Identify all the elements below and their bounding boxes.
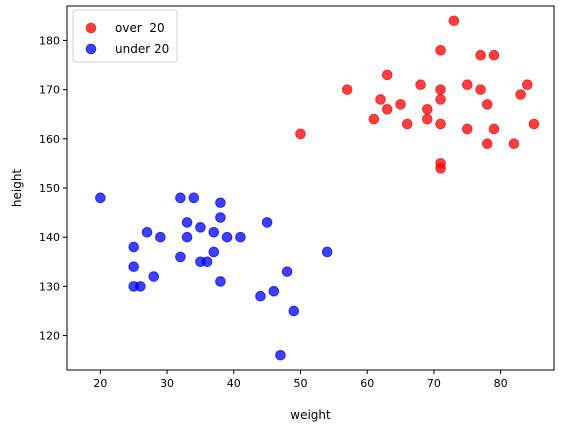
x-tick-label: 30 xyxy=(160,377,174,390)
data-point-under-20 xyxy=(95,192,106,204)
data-point-over-20 xyxy=(508,138,520,150)
data-point-over-20 xyxy=(435,44,446,56)
data-point-under-20 xyxy=(281,266,293,277)
y-tick-label: 170 xyxy=(39,84,60,97)
x-tick-label: 80 xyxy=(494,377,508,390)
data-point-over-20 xyxy=(435,94,446,105)
data-point-under-20 xyxy=(275,349,286,361)
y-tick-label: 180 xyxy=(39,34,60,47)
data-point-over-20 xyxy=(475,49,486,61)
x-tick-label: 50 xyxy=(293,377,307,390)
data-point-over-20 xyxy=(435,163,446,174)
data-point-over-20 xyxy=(448,15,460,27)
data-point-under-20 xyxy=(215,212,226,223)
data-point-over-20 xyxy=(341,84,353,95)
data-point-over-20 xyxy=(515,89,526,100)
data-point-under-20 xyxy=(188,192,200,204)
data-point-under-20 xyxy=(175,251,186,263)
legend-frame xyxy=(72,9,178,63)
data-point-under-20 xyxy=(141,226,153,238)
legend: over 20 under 20 xyxy=(72,9,178,63)
data-point-under-20 xyxy=(181,217,193,228)
data-point-under-20 xyxy=(155,231,166,243)
data-point-under-20 xyxy=(135,281,146,292)
y-axis-label: height xyxy=(10,169,24,208)
data-point-under-20 xyxy=(175,192,186,204)
data-point-over-20 xyxy=(368,113,380,125)
data-point-under-20 xyxy=(148,271,160,282)
legend-label-under-20: under 20 xyxy=(115,42,169,56)
data-point-under-20 xyxy=(201,256,213,268)
y-tick-label: 150 xyxy=(39,182,60,195)
data-point-under-20 xyxy=(268,285,280,297)
y-tick-label: 120 xyxy=(39,330,60,343)
legend-marker-under-20 xyxy=(85,43,97,55)
data-point-under-20 xyxy=(128,241,140,253)
data-point-under-20 xyxy=(181,231,193,243)
data-point-over-20 xyxy=(461,123,473,135)
data-point-under-20 xyxy=(208,226,220,238)
data-point-over-20 xyxy=(401,118,413,130)
legend-label-over-20: over 20 xyxy=(115,21,165,35)
data-point-over-20 xyxy=(481,99,493,110)
data-point-over-20 xyxy=(435,84,446,95)
x-tick-label: 70 xyxy=(427,377,441,390)
data-point-under-20 xyxy=(255,290,266,302)
x-axis-ticks: 20 30 40 50 60 70 80 xyxy=(93,370,508,390)
data-point-over-20 xyxy=(488,49,500,61)
y-axis-ticks: 120 130 140 150 160 170 180 xyxy=(39,34,67,343)
data-point-under-20 xyxy=(215,197,226,209)
x-axis-label: weight xyxy=(290,408,331,422)
y-tick-label: 160 xyxy=(39,133,60,146)
data-point-over-20 xyxy=(435,118,446,130)
x-tick-label: 20 xyxy=(93,377,107,390)
data-point-over-20 xyxy=(475,84,486,95)
data-point-over-20 xyxy=(488,123,500,135)
data-point-under-20 xyxy=(321,246,333,258)
data-point-under-20 xyxy=(195,222,206,233)
y-tick-label: 130 xyxy=(39,280,60,293)
data-point-over-20 xyxy=(415,79,426,91)
data-point-over-20 xyxy=(421,103,433,115)
y-tick-label: 140 xyxy=(39,231,60,244)
data-point-under-20 xyxy=(208,246,220,258)
data-point-under-20 xyxy=(221,231,233,243)
data-point-under-20 xyxy=(288,305,300,317)
data-point-under-20 xyxy=(215,276,226,287)
x-tick-label: 60 xyxy=(360,377,374,390)
plot-area xyxy=(66,5,555,371)
data-point-under-20 xyxy=(128,261,140,273)
data-point-under-20 xyxy=(235,231,246,243)
data-point-under-20 xyxy=(261,217,273,228)
data-point-over-20 xyxy=(481,138,493,150)
data-point-over-20 xyxy=(461,79,473,91)
data-point-over-20 xyxy=(295,128,306,140)
data-point-over-20 xyxy=(528,118,540,130)
data-point-over-20 xyxy=(395,99,406,110)
x-tick-label: 40 xyxy=(227,377,241,390)
data-points xyxy=(95,15,540,361)
data-point-over-20 xyxy=(381,69,393,81)
data-point-over-20 xyxy=(421,113,433,125)
data-point-over-20 xyxy=(375,94,386,105)
legend-marker-over-20 xyxy=(85,22,97,34)
data-point-over-20 xyxy=(522,79,533,91)
data-point-over-20 xyxy=(381,103,393,115)
